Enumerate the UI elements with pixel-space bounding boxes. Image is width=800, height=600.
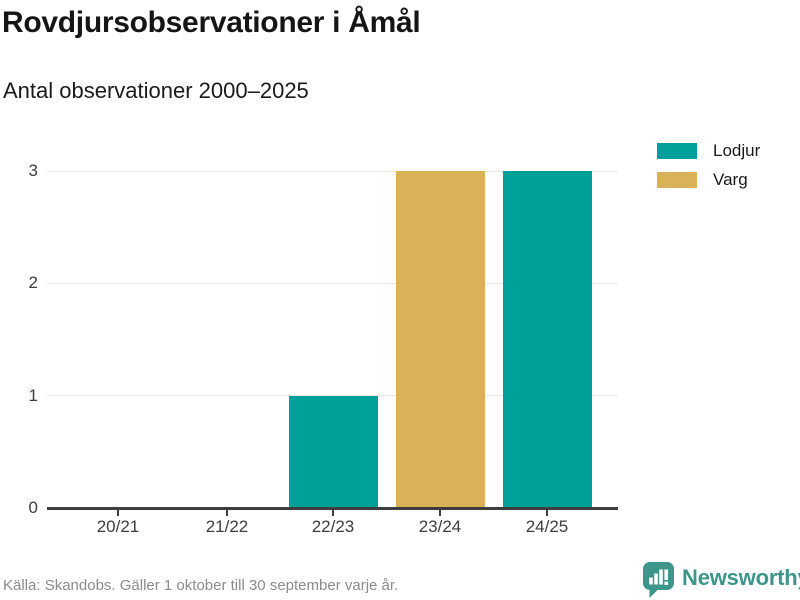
x-axis-label-21-22: 21/22 [205, 517, 249, 536]
x-axis-label-22-23: 22/23 [311, 517, 355, 536]
x-tick-23-24 [439, 510, 441, 516]
y-axis-label-2: 2 [28, 273, 38, 293]
legend: Lodjur Varg [657, 141, 760, 190]
x-tick-20-21 [117, 510, 119, 516]
legend-label-varg: Varg [713, 170, 748, 189]
chart-title: Rovdjursobservationer i Åmål [2, 6, 421, 39]
x-axis-label-20-21: 20/21 [96, 517, 140, 536]
legend-item-varg: Varg [657, 170, 760, 190]
chart-subtitle: Antal observationer 2000–2025 [3, 78, 309, 103]
newsworthy-wordmark: Newsworthy [682, 565, 800, 590]
legend-item-lodjur: Lodjur [657, 141, 760, 161]
x-tick-21-22 [226, 510, 228, 516]
gridline-y-2 [47, 282, 618, 284]
x-tick-22-23 [332, 510, 334, 516]
bar-24-25-lodjur[interactable] [502, 171, 592, 508]
legend-swatch-lodjur [657, 143, 697, 159]
gridline-y-3 [47, 170, 618, 172]
y-axis-label-3: 3 [28, 161, 38, 180]
x-axis-label-24-25: 24/25 [525, 517, 569, 536]
x-axis-label-23-24: 23/24 [418, 517, 462, 536]
newsworthy-brand-link[interactable]: Newsworthy [643, 562, 800, 598]
y-axis-label-0: 0 [28, 498, 38, 517]
bar-23-24-varg[interactable] [395, 171, 485, 508]
x-tick-24-25 [546, 510, 548, 516]
legend-swatch-varg [657, 172, 697, 188]
newsworthy-logo-icon [643, 562, 674, 598]
legend-label-lodjur: Lodjur [713, 141, 761, 160]
bar-22-23-lodjur[interactable] [288, 395, 378, 508]
y-axis-label-1: 1 [28, 385, 38, 405]
x-axis-line [47, 507, 618, 510]
source-note: Källa: Skandobs. Gäller 1 oktober till 3… [3, 577, 399, 594]
